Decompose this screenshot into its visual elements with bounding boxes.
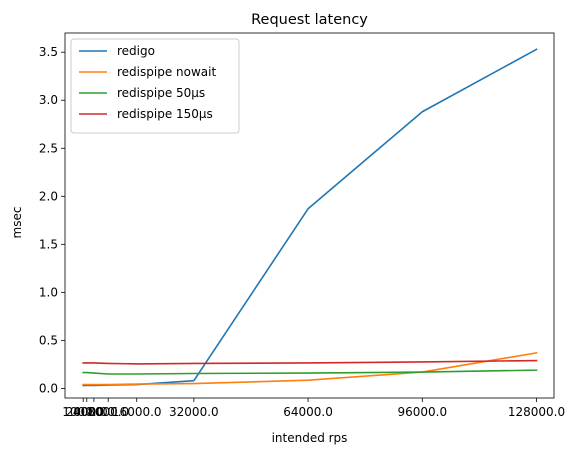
x-tick-label: 128000.0 — [508, 405, 565, 419]
chart-title: Request latency — [251, 12, 368, 28]
y-tick-label: 3.5 — [39, 45, 58, 59]
legend-box — [70, 38, 240, 134]
x-tick-label: 8000.0 — [87, 405, 129, 419]
series-line-3 — [82, 359, 538, 365]
y-tick-label: 0.0 — [39, 381, 58, 395]
series-line-2 — [82, 369, 538, 375]
axes-frame — [64, 32, 555, 399]
legend-label-0: redigo — [117, 44, 155, 58]
y-tick-label: 3.0 — [39, 93, 58, 107]
legend: redigo redispipe nowait redispipe 50µs redi… — [70, 38, 240, 134]
x-tick-label: 2000.0 — [66, 405, 108, 419]
series-line-1 — [82, 351, 538, 386]
x-axis-label: intended rps — [272, 431, 348, 445]
x-tick-label: 96000.0 — [397, 405, 447, 419]
y-tick-label: 0.5 — [39, 333, 58, 347]
x-tick-label: 4000.0 — [73, 405, 115, 419]
y-tick-label: 2.5 — [39, 141, 58, 155]
legend-label-2: redispipe 50µs — [117, 86, 205, 100]
y-tick-label: 1.0 — [39, 285, 58, 299]
x-tick-label: 32000.0 — [169, 405, 219, 419]
x-tick-label: 1000.0 — [62, 405, 104, 419]
x-tick-label: 64000.0 — [283, 405, 333, 419]
legend-label-1: redispipe nowait — [117, 65, 216, 79]
y-tick-label: 1.5 — [39, 237, 58, 251]
x-tick-label: 16000.0 — [112, 405, 162, 419]
legend-label-3: redispipe 150µs — [117, 107, 213, 121]
y-tick-label: 2.0 — [39, 189, 58, 203]
y-axis-label: msec — [10, 207, 24, 239]
